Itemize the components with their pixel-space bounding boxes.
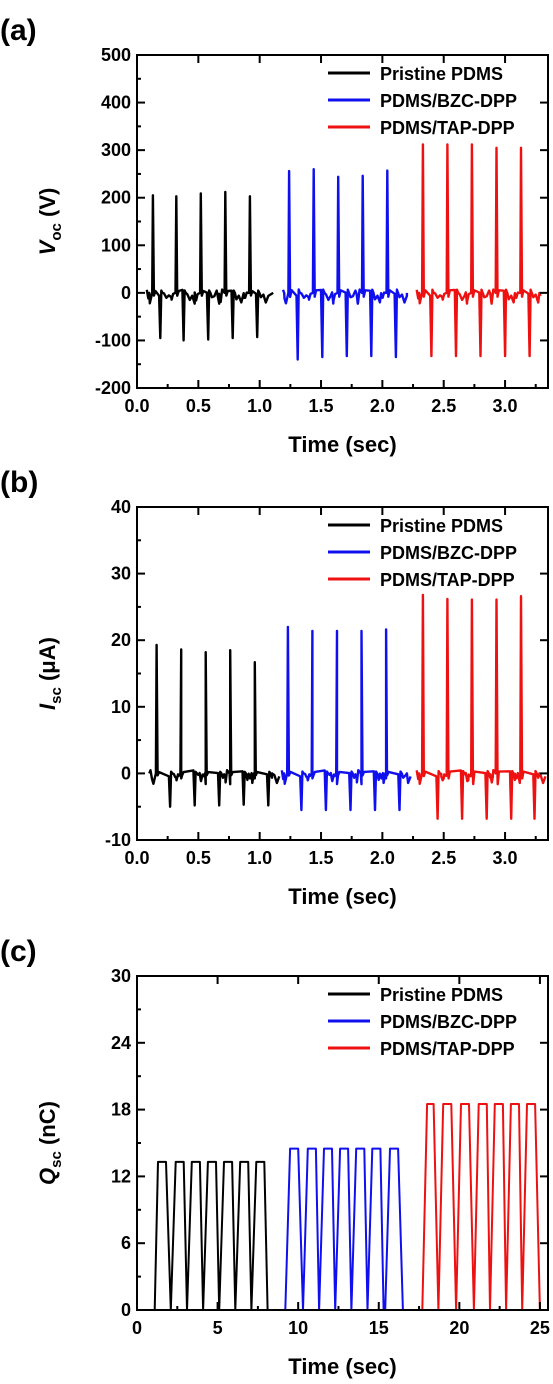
legend-label: PDMS/TAP-DPP — [380, 570, 515, 590]
legend-label: Pristine PDMS — [380, 985, 503, 1005]
legend: Pristine PDMS PDMS/BZC-DPP PDMS/TAP-DPP — [328, 64, 517, 138]
x-axis-title: Time (sec) — [288, 884, 396, 909]
y-tick-label: 300 — [101, 140, 131, 160]
x-tick-label: 25 — [530, 1318, 550, 1338]
y-tick-label: 10 — [111, 697, 131, 717]
y-tick-label: 30 — [111, 966, 131, 986]
y-tick-label: 24 — [111, 1033, 131, 1053]
x-tick-label: 0.5 — [186, 396, 211, 416]
x-tick-label: 5 — [213, 1318, 223, 1338]
y-axis-title: Qsc (nC) — [35, 1101, 65, 1185]
y-tick-label: -200 — [95, 378, 131, 398]
legend: Pristine PDMS PDMS/BZC-DPP PDMS/TAP-DPP — [328, 985, 517, 1059]
plot-area — [148, 593, 547, 820]
series-line-pristine-pdms — [145, 190, 274, 342]
y-tick-label: 6 — [121, 1233, 131, 1253]
x-axis-title: Time (sec) — [288, 1354, 396, 1379]
x-tick-label: 0 — [132, 1318, 142, 1338]
legend-label: PDMS/BZC-DPP — [380, 1012, 517, 1032]
y-tick-label: 0 — [121, 283, 131, 303]
series-line-pdms-tap-dpp — [421, 1103, 541, 1310]
x-tick-label: 1.5 — [309, 396, 334, 416]
panel-3: (c) 0 5 10 15 20 25 0 6 12 18 24 30 Time (sec) Qsc (nC… — [0, 935, 550, 1379]
y-tick-label: -100 — [95, 330, 131, 350]
x-tick-label: 1.0 — [247, 848, 272, 868]
legend-label: PDMS/BZC-DPP — [380, 543, 517, 563]
x-tick-label: 3.0 — [493, 396, 518, 416]
plot-area — [145, 143, 542, 361]
legend: Pristine PDMS PDMS/BZC-DPP PDMS/TAP-DPP — [328, 516, 517, 590]
series-line-pdms-bzc-dpp — [281, 168, 409, 361]
x-tick-label: 0.5 — [186, 848, 211, 868]
x-tick-label: 1.0 — [247, 396, 272, 416]
legend-label: PDMS/TAP-DPP — [380, 1039, 515, 1059]
y-tick-label: 12 — [111, 1166, 131, 1186]
panel-label: (a) — [0, 14, 37, 47]
series-line-pdms-tap-dpp — [415, 143, 542, 358]
x-tick-label: 20 — [449, 1318, 469, 1338]
plot-area — [153, 1103, 541, 1310]
y-axis-title: Voc (V) — [35, 188, 65, 256]
x-tick-label: 0.0 — [124, 848, 149, 868]
y-tick-label: 200 — [101, 188, 131, 208]
x-tick-label: 3.0 — [493, 848, 518, 868]
legend-label: Pristine PDMS — [380, 516, 503, 536]
y-tick-label: 400 — [101, 93, 131, 113]
panel-label: (b) — [0, 466, 38, 499]
y-tick-label: 0 — [121, 763, 131, 783]
x-tick-label: 2.5 — [431, 396, 456, 416]
legend-label: PDMS/TAP-DPP — [380, 118, 515, 138]
y-tick-label: 20 — [111, 630, 131, 650]
x-axis-title: Time (sec) — [288, 432, 396, 457]
series-line-pristine-pdms — [153, 1160, 269, 1310]
y-tick-label: 18 — [111, 1100, 131, 1120]
y-tick-label: 30 — [111, 564, 131, 584]
x-tick-label: 0.0 — [124, 396, 149, 416]
x-tick-label: 1.5 — [309, 848, 334, 868]
y-tick-label: 500 — [101, 45, 131, 65]
x-tick-label: 2.5 — [431, 848, 456, 868]
panel-label: (c) — [0, 935, 37, 968]
series-line-pristine-pdms — [148, 643, 281, 808]
x-tick-label: 2.0 — [370, 396, 395, 416]
x-tick-label: 15 — [369, 1318, 389, 1338]
y-tick-label: 100 — [101, 235, 131, 255]
x-tick-label: 10 — [288, 1318, 308, 1338]
series-line-pdms-bzc-dpp — [280, 625, 412, 812]
series-line-pdms-bzc-dpp — [284, 1147, 404, 1310]
y-tick-label: -10 — [105, 830, 131, 850]
legend-label: PDMS/BZC-DPP — [380, 91, 517, 111]
series-line-pdms-tap-dpp — [415, 593, 547, 820]
y-tick-label: 0 — [121, 1300, 131, 1320]
x-tick-label: 2.0 — [370, 848, 395, 868]
legend-label: Pristine PDMS — [380, 64, 503, 84]
panel-2: (b) 0.0 0.5 1.0 1.5 2.0 2.5 3.0 -10 0 10 20 30 40 Time… — [0, 466, 549, 909]
panel-1: (a) 0.0 0.5 1.0 1.5 2.0 2.5 3.0 -200 -100 0 100 200 3… — [0, 14, 549, 457]
y-axis-title: Isc (μA) — [35, 637, 65, 710]
y-tick-label: 40 — [111, 497, 131, 517]
